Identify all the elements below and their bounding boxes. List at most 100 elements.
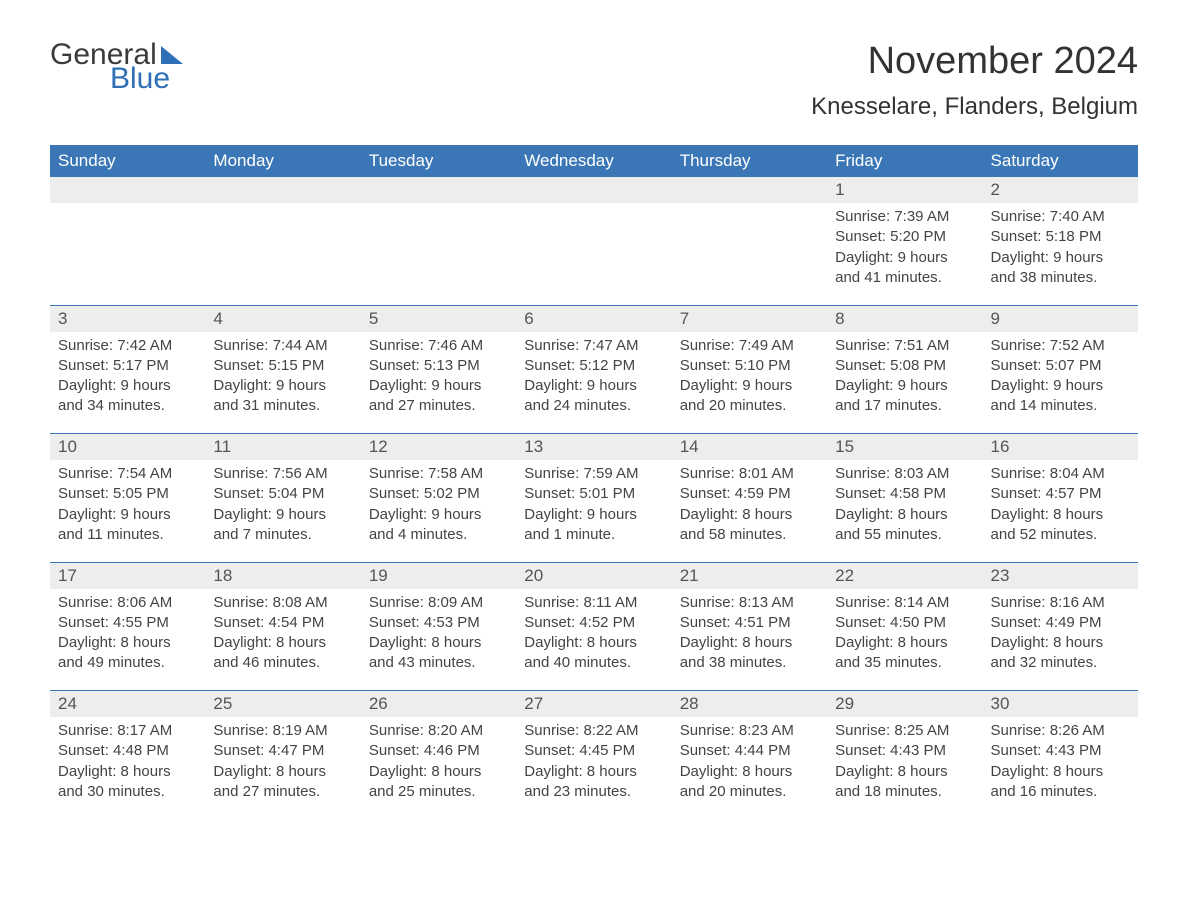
sunset-value: 5:12 PM — [579, 357, 635, 374]
day-sunset-line: Sunset: 4:49 PM — [991, 613, 1130, 633]
calendar-day-cell: 12Sunrise: 7:58 AMSunset: 5:02 PMDayligh… — [361, 434, 516, 562]
calendar-day-cell: 14Sunrise: 8:01 AMSunset: 4:59 PMDayligh… — [672, 434, 827, 562]
day-sunset-line: Sunset: 5:07 PM — [991, 356, 1130, 376]
day-sunrise-line: Sunrise: 8:23 AM — [680, 721, 819, 741]
day-content: Sunrise: 8:13 AMSunset: 4:51 PMDaylight:… — [672, 589, 827, 678]
sunset-value: 4:43 PM — [1046, 742, 1102, 759]
day-daylight-line: Daylight: 9 hours and 11 minutes. — [58, 505, 197, 546]
day-number: 1 — [827, 177, 982, 203]
day-number: 8 — [827, 306, 982, 332]
day-content: Sunrise: 7:49 AMSunset: 5:10 PMDaylight:… — [672, 332, 827, 421]
daylight-label: Daylight: — [991, 377, 1049, 394]
sunset-value: 4:57 PM — [1046, 485, 1102, 502]
sunset-value: 4:43 PM — [890, 742, 946, 759]
calendar-day-cell: 6Sunrise: 7:47 AMSunset: 5:12 PMDaylight… — [516, 306, 671, 434]
day-content: Sunrise: 7:40 AMSunset: 5:18 PMDaylight:… — [983, 203, 1138, 292]
day-daylight-line: Daylight: 9 hours and 1 minute. — [524, 505, 663, 546]
daylight-label: Daylight: — [369, 763, 427, 780]
day-sunset-line: Sunset: 5:18 PM — [991, 227, 1130, 247]
day-sunset-line: Sunset: 5:12 PM — [524, 356, 663, 376]
day-sunrise-line: Sunrise: 7:44 AM — [213, 336, 352, 356]
sunrise-label: Sunrise: — [835, 465, 890, 482]
day-sunrise-line: Sunrise: 8:25 AM — [835, 721, 974, 741]
day-number: 15 — [827, 434, 982, 460]
sunset-value: 4:54 PM — [268, 614, 324, 631]
day-sunset-line: Sunset: 4:45 PM — [524, 741, 663, 761]
calendar-week-row: 3Sunrise: 7:42 AMSunset: 5:17 PMDaylight… — [50, 306, 1138, 434]
calendar-empty-cell — [361, 177, 516, 305]
sunrise-label: Sunrise: — [369, 594, 424, 611]
sunset-label: Sunset: — [991, 228, 1042, 245]
day-number: 16 — [983, 434, 1138, 460]
sunrise-value: 7:54 AM — [117, 465, 172, 482]
sunrise-value: 8:11 AM — [583, 594, 637, 611]
day-sunset-line: Sunset: 5:04 PM — [213, 484, 352, 504]
sunrise-label: Sunrise: — [991, 722, 1046, 739]
logo: General Blue — [50, 40, 183, 94]
day-daylight-line: Daylight: 9 hours and 7 minutes. — [213, 505, 352, 546]
sunrise-value: 8:19 AM — [273, 722, 328, 739]
day-sunset-line: Sunset: 4:48 PM — [58, 741, 197, 761]
sunset-label: Sunset: — [991, 614, 1042, 631]
calendar-day-cell: 28Sunrise: 8:23 AMSunset: 4:44 PMDayligh… — [672, 691, 827, 819]
calendar-empty-cell — [672, 177, 827, 305]
sunset-label: Sunset: — [213, 485, 264, 502]
day-sunrise-line: Sunrise: 7:39 AM — [835, 207, 974, 227]
day-content: Sunrise: 8:26 AMSunset: 4:43 PMDaylight:… — [983, 717, 1138, 806]
sunset-label: Sunset: — [991, 742, 1042, 759]
daylight-label: Daylight: — [213, 377, 271, 394]
calendar-day-cell: 4Sunrise: 7:44 AMSunset: 5:15 PMDaylight… — [205, 306, 360, 434]
calendar-empty-cell — [50, 177, 205, 305]
day-number: 10 — [50, 434, 205, 460]
calendar-table: SundayMondayTuesdayWednesdayThursdayFrid… — [50, 145, 1138, 819]
daylight-label: Daylight: — [991, 249, 1049, 266]
sunrise-value: 7:59 AM — [583, 465, 638, 482]
day-daylight-line: Daylight: 8 hours and 52 minutes. — [991, 505, 1130, 546]
weekday-header: Wednesday — [516, 145, 671, 177]
sunrise-value: 7:49 AM — [739, 337, 794, 354]
day-number: 26 — [361, 691, 516, 717]
sunrise-value: 7:46 AM — [428, 337, 483, 354]
daylight-label: Daylight: — [369, 377, 427, 394]
day-sunrise-line: Sunrise: 8:22 AM — [524, 721, 663, 741]
sunrise-value: 7:51 AM — [894, 337, 949, 354]
sunset-label: Sunset: — [213, 614, 264, 631]
daylight-label: Daylight: — [213, 506, 271, 523]
sunset-value: 4:58 PM — [890, 485, 946, 502]
sunrise-label: Sunrise: — [991, 594, 1046, 611]
calendar-head: SundayMondayTuesdayWednesdayThursdayFrid… — [50, 145, 1138, 177]
daylight-label: Daylight: — [524, 377, 582, 394]
day-daylight-line: Daylight: 8 hours and 58 minutes. — [680, 505, 819, 546]
day-number: 25 — [205, 691, 360, 717]
day-sunrise-line: Sunrise: 8:11 AM — [524, 593, 663, 613]
weekday-header: Sunday — [50, 145, 205, 177]
day-daylight-line: Daylight: 8 hours and 38 minutes. — [680, 633, 819, 674]
day-sunset-line: Sunset: 4:55 PM — [58, 613, 197, 633]
sunset-label: Sunset: — [58, 742, 109, 759]
sunset-label: Sunset: — [369, 614, 420, 631]
day-number: 11 — [205, 434, 360, 460]
sunrise-label: Sunrise: — [680, 594, 735, 611]
day-content: Sunrise: 8:03 AMSunset: 4:58 PMDaylight:… — [827, 460, 982, 549]
day-sunrise-line: Sunrise: 8:19 AM — [213, 721, 352, 741]
day-number: 27 — [516, 691, 671, 717]
day-content: Sunrise: 7:39 AMSunset: 5:20 PMDaylight:… — [827, 203, 982, 292]
sunrise-value: 8:17 AM — [117, 722, 172, 739]
day-daylight-line: Daylight: 9 hours and 14 minutes. — [991, 376, 1130, 417]
day-sunrise-line: Sunrise: 8:26 AM — [991, 721, 1130, 741]
day-content: Sunrise: 8:23 AMSunset: 4:44 PMDaylight:… — [672, 717, 827, 806]
sunset-label: Sunset: — [213, 357, 264, 374]
day-sunrise-line: Sunrise: 7:51 AM — [835, 336, 974, 356]
day-sunrise-line: Sunrise: 8:14 AM — [835, 593, 974, 613]
day-number: 20 — [516, 563, 671, 589]
calendar-empty-cell — [516, 177, 671, 305]
calendar-week-row: 1Sunrise: 7:39 AMSunset: 5:20 PMDaylight… — [50, 177, 1138, 305]
sunrise-label: Sunrise: — [58, 722, 113, 739]
day-sunset-line: Sunset: 4:58 PM — [835, 484, 974, 504]
sunrise-label: Sunrise: — [213, 337, 268, 354]
sunset-label: Sunset: — [835, 742, 886, 759]
day-sunrise-line: Sunrise: 8:08 AM — [213, 593, 352, 613]
day-number: 2 — [983, 177, 1138, 203]
sunset-label: Sunset: — [58, 485, 109, 502]
daylight-label: Daylight: — [213, 763, 271, 780]
